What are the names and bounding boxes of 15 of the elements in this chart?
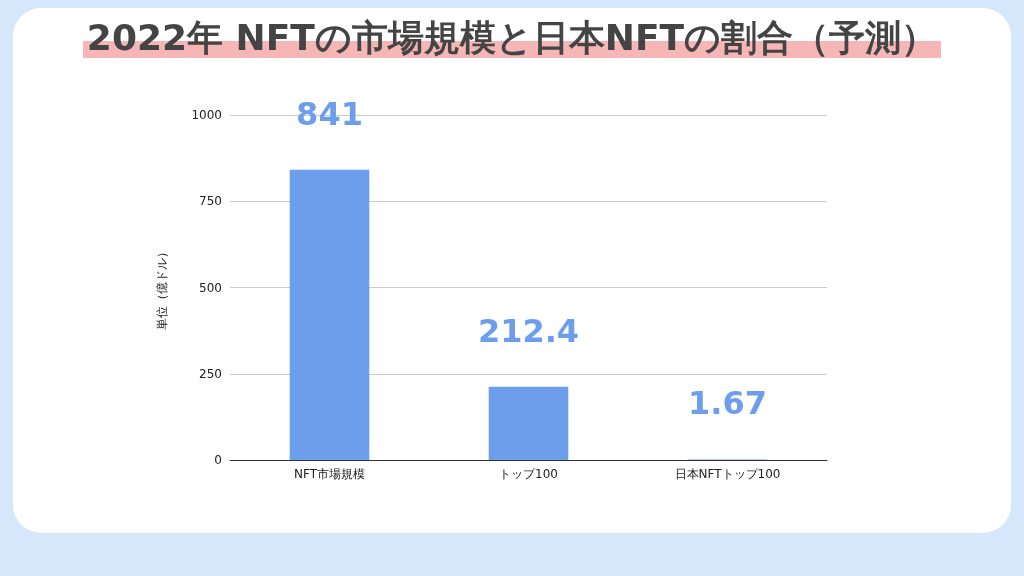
y-tick-label: 1000 (191, 108, 222, 122)
x-tick-label: トップ100 (499, 467, 558, 481)
y-tick-label: 250 (199, 366, 222, 381)
y-tick-label: 0 (214, 453, 222, 467)
x-tick-label: NFT市場規模 (294, 467, 365, 481)
bar (488, 386, 569, 460)
x-tick-label: 日本NFTトップ100 (674, 467, 781, 481)
bar (289, 169, 370, 460)
data-label: 1.67 (688, 384, 767, 423)
chart-title: 2022年 NFTの市場規模と日本NFTの割合（予測） (82, 17, 942, 58)
y-tick-label: 750 (199, 194, 222, 209)
data-label: 212.4 (477, 311, 580, 350)
y-tick-label: 500 (199, 280, 222, 295)
y-axis-title: 単位（億ドル） (155, 245, 169, 330)
data-label: 841 (296, 94, 363, 133)
